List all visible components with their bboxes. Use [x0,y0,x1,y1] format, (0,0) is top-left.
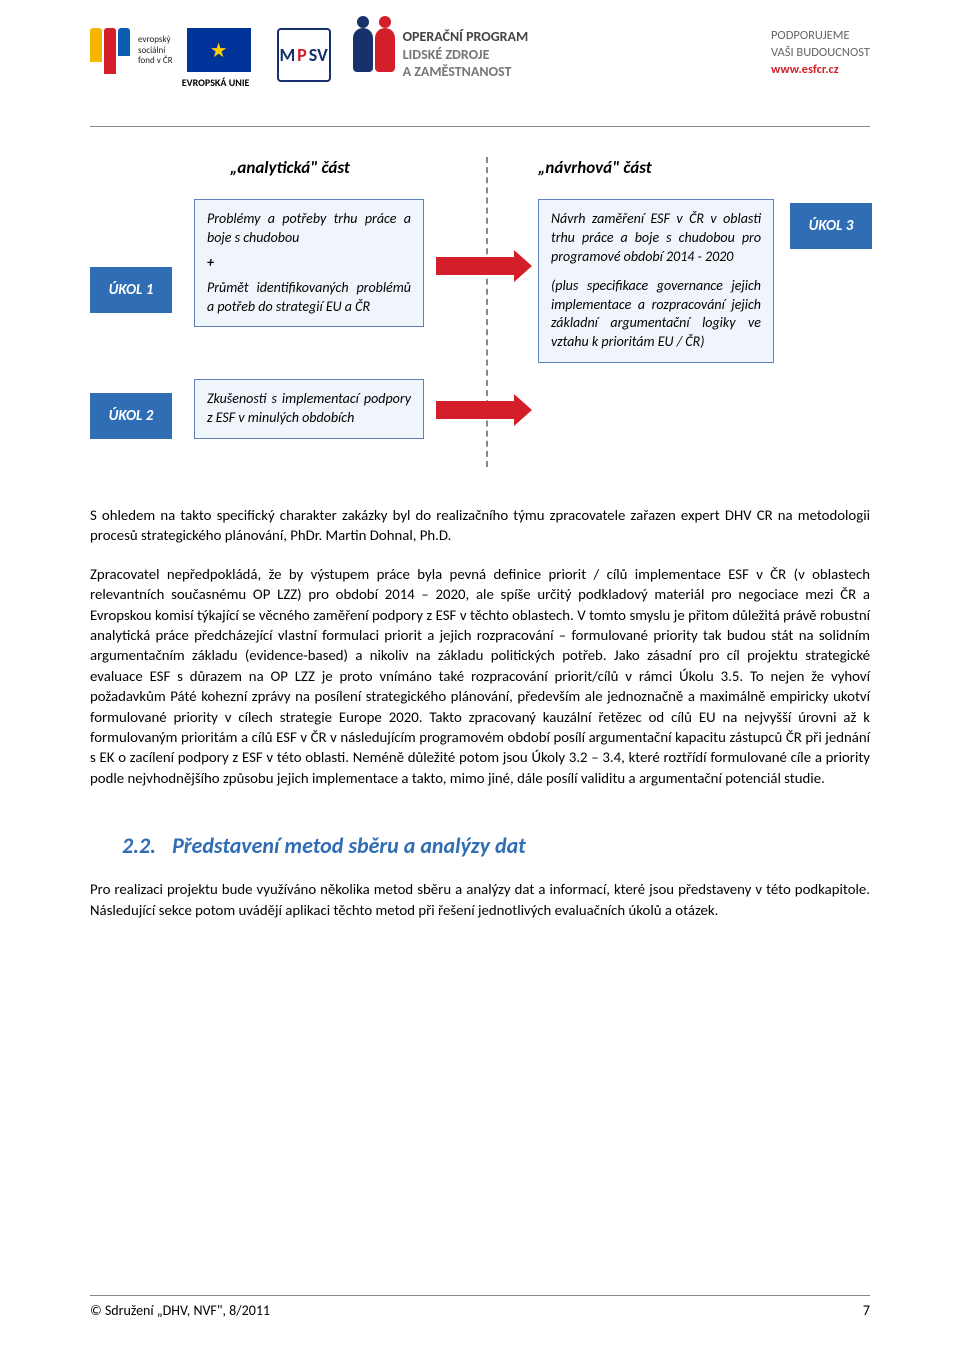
support-block: PODPORUJEME VAŠI BUDOUCNOST www.esfcr.cz [771,28,870,79]
badge-ukol1: ÚKOL 1 [90,267,172,313]
paragraph-2: Zpracovatel nepředpokládá, že by výstupe… [90,564,870,788]
mpsv-logo: M P SV [277,28,331,82]
box1-plus: + [207,254,411,273]
op-text: OPERAČNÍ PROGRAM LIDSKÉ ZDROJE A ZAMĚSTN… [403,28,529,81]
badge-ukol3: ÚKOL 3 [790,203,872,249]
heading-title: Představení metod sběru a analýzy dat [172,832,526,859]
op-line2: LIDSKÉ ZDROJE [403,46,529,64]
box1a: Problémy a potřeby trhu práce a boje s c… [207,210,411,248]
section-heading: 2.2. Představení metod sběru a analýzy da… [122,832,870,859]
box1b: Průmět identifikovaných problémů a potře… [207,279,411,317]
support-l1: PODPORUJEME [771,28,870,45]
mpsv-sv: SV [309,44,328,66]
esf-logo: evropský sociální fond v ČR [90,28,173,74]
op-line1: OPERAČNÍ PROGRAM [403,28,529,46]
esf-caption: evropský sociální fond v ČR [138,35,173,66]
badge-ukol2: ÚKOL 2 [90,393,172,439]
mpsv-m: M [279,44,295,66]
eu-caption: EVROPSKÁ UNIE [182,76,250,89]
box3a: Návrh zaměření ESF v ČR v oblasti trhu p… [551,210,761,267]
op-figures-icon [353,28,395,72]
eu-flag-block: ★ EVROPSKÁ UNIE [181,28,251,89]
op-logo: OPERAČNÍ PROGRAM LIDSKÉ ZDROJE A ZAMĚSTN… [353,28,529,81]
box2: Zkušenosti s implementací podpory z ESF … [207,390,411,426]
eu-flag-icon: ★ [187,28,251,72]
footer-left: © Sdružení „DHV, NVF", 8/2011 [90,1302,270,1319]
esf-marks-icon [90,28,130,74]
paragraph-3: Pro realizaci projektu bude využíváno ně… [90,879,870,920]
logo-bar: evropský sociální fond v ČR ★ EVROPSKÁ U… [90,28,870,108]
support-l2: VAŠI BUDOUCNOST [771,45,870,62]
box3b: (plus specifikace governance jejich impl… [551,277,761,353]
diagram-label-proposal: „návrhová" část [538,157,652,178]
mpsv-box-icon: M P SV [277,28,331,82]
arrow-top-icon [436,257,518,275]
box-proposal: Návrh zaměření ESF v ČR v oblasti trhu p… [538,199,774,363]
heading-number: 2.2. [122,832,156,859]
box-analytic-bottom: Zkušenosti s implementací podpory z ESF … [194,379,424,439]
page-footer: © Sdružení „DHV, NVF", 8/2011 7 [90,1295,870,1319]
support-link: www.esfcr.cz [771,62,870,79]
op-line3: A ZAMĚSTNANOST [403,63,529,81]
mpsv-p: P [297,44,307,66]
footer-page: 7 [863,1302,870,1319]
diagram-label-analytic: „analytická" část [230,157,350,178]
process-diagram: „analytická" část „návrhová" část ÚKOL 1… [90,157,870,477]
diagram-divider-line [486,157,488,467]
header-divider [90,126,870,127]
box-analytic-top: Problémy a potřeby trhu práce a boje s c… [194,199,424,327]
paragraph-1: S ohledem na takto specifický charakter … [90,505,870,546]
arrow-bottom-icon [436,401,518,419]
esf-logo-text: evropský sociální fond v ČR [138,35,173,66]
